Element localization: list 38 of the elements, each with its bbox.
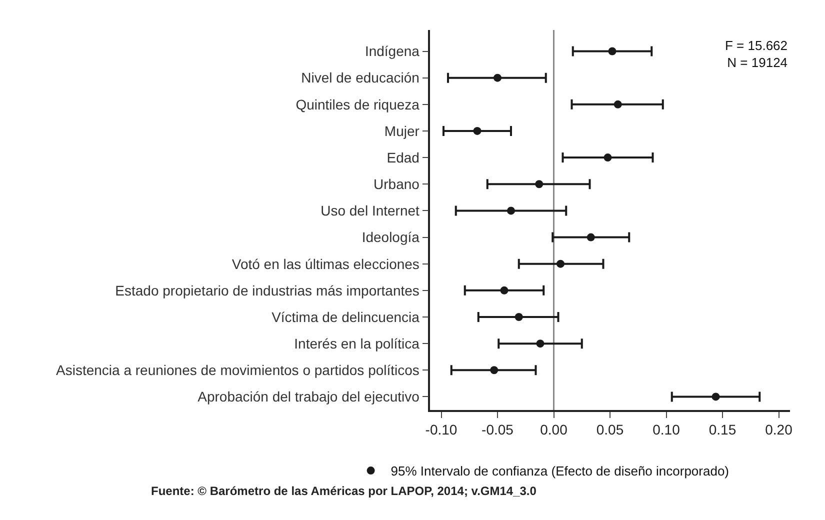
point — [712, 392, 720, 401]
point — [490, 366, 498, 374]
y-tick-label: Estado propietario de industrias más importantes — [115, 282, 420, 298]
x-tick-label: -0.05 — [482, 422, 514, 438]
point — [614, 100, 622, 108]
point — [604, 154, 612, 162]
x-tick-label: -0.10 — [425, 422, 458, 438]
y-tick-label: Votó en las últimas elecciones — [232, 256, 420, 272]
y-tick-label: Quintiles de riqueza — [296, 96, 420, 112]
x-tick-label: 0.10 — [652, 422, 680, 438]
point — [536, 340, 544, 348]
point — [556, 260, 564, 268]
point — [608, 47, 616, 56]
point — [494, 74, 502, 82]
y-tick-label: Mujer — [384, 122, 420, 139]
x-tick-label: 0.15 — [708, 422, 736, 438]
annotation: F = 15.662 N = 19124 — [725, 38, 788, 70]
y-tick-label: Nivel de educación — [301, 70, 420, 86]
x-tick-label: 0.20 — [765, 422, 793, 438]
y-tick-label: Asistencia a reuniones de movimientos o partidos políticos — [56, 362, 420, 378]
legend-label: 95% Intervalo de confianza (Efecto de diseño incorporado) — [390, 464, 730, 479]
point — [535, 180, 544, 188]
point — [586, 233, 595, 242]
y-tick-label: Interés en la política — [294, 335, 420, 352]
y-tick-label: Uso del Internet — [320, 202, 420, 219]
y-tick-label: Aprobación del trabajo del ejecutivo — [198, 388, 420, 405]
point — [473, 126, 482, 135]
point — [500, 286, 508, 294]
y-tick-label: Urbano — [374, 176, 420, 192]
y-tick-label: Ideología — [362, 229, 420, 246]
source-note: Fuente: © Barómetro de las Américas por LAPOP, 2014; v.GM14_3.0 — [151, 484, 537, 498]
x-tick-label: 0.05 — [596, 422, 624, 438]
y-tick-label: Víctima de delincuencia — [272, 308, 420, 325]
point — [514, 312, 523, 321]
y-tick-label: Indígena — [364, 43, 420, 60]
point — [507, 206, 515, 215]
y-tick-label: Edad — [386, 149, 420, 166]
x-tick-label: 0.00 — [540, 422, 568, 438]
